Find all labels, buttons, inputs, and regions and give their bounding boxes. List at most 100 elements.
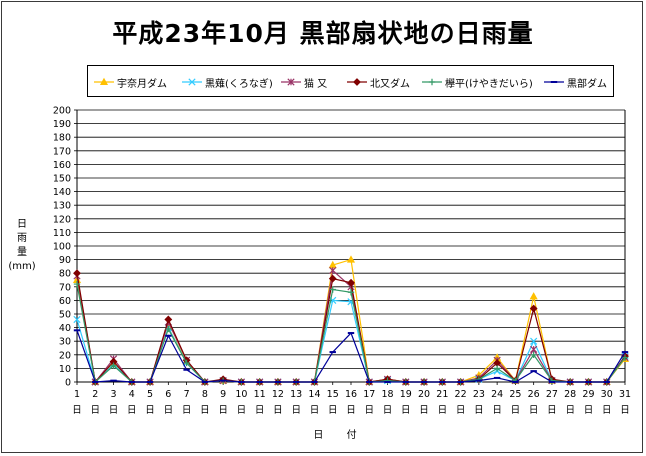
data-point <box>73 315 81 324</box>
marker-diamond <box>328 274 337 283</box>
x-tick-label: 7 <box>184 389 190 400</box>
x-tick-label: 20 <box>418 389 430 400</box>
y-tick-label: 70 <box>59 282 71 293</box>
x-tick-label: 21 <box>436 389 448 400</box>
data-point <box>529 292 538 300</box>
x-tick-label-suffix: 日 <box>310 405 320 416</box>
y-tick-label: 20 <box>59 350 71 361</box>
x-tick-label: 16 <box>345 389 357 400</box>
marker-diamond <box>529 304 538 313</box>
data-point <box>428 78 436 86</box>
y-axis-label-line: 日 <box>17 219 27 230</box>
marker-diamond <box>164 315 173 324</box>
marker-plus <box>183 359 190 367</box>
legend-swatch <box>544 81 564 83</box>
data-point <box>73 269 81 278</box>
marker-plus <box>329 286 336 293</box>
x-tick-label-suffix: 日 <box>474 405 484 416</box>
marker-x <box>188 78 196 86</box>
marker-plus <box>621 354 629 361</box>
marker-plus <box>428 78 436 86</box>
x-tick-label: 31 <box>619 389 631 400</box>
x-tick-label: 30 <box>601 389 613 400</box>
x-tick-label: 5 <box>147 389 153 400</box>
x-tick-label: 26 <box>528 389 540 400</box>
x-tick-label: 8 <box>202 389 208 400</box>
y-tick-label: 0 <box>65 378 71 389</box>
marker-plus <box>73 280 81 288</box>
legend-swatch <box>94 77 114 86</box>
x-tick-label-suffix: 日 <box>255 405 265 416</box>
x-tick-label: 24 <box>491 389 503 400</box>
y-axis-label-line: (mm) <box>8 261 36 272</box>
x-tick-label-suffix: 日 <box>419 405 429 416</box>
data-point <box>110 362 117 369</box>
x-tick-label-suffix: 日 <box>438 405 448 416</box>
x-tick-label-suffix: 日 <box>602 405 612 416</box>
data-point <box>530 345 538 353</box>
y-tick-label: 150 <box>53 174 71 185</box>
x-tick-label: 19 <box>400 389 412 400</box>
x-tick-label: 22 <box>455 389 467 400</box>
x-tick-label-suffix: 日 <box>529 405 539 416</box>
y-tick-label: 30 <box>59 337 71 348</box>
y-axis-label-line: 雨 <box>17 233 27 244</box>
data-point <box>493 365 501 372</box>
x-tick-label-suffix: 日 <box>182 405 192 416</box>
marker-plus <box>493 365 501 372</box>
x-tick-label: 6 <box>165 389 171 400</box>
x-tick-label: 27 <box>546 389 558 400</box>
legend-item: 宇奈月ダム <box>93 74 167 90</box>
x-tick-label: 11 <box>254 389 266 400</box>
marker-triangle <box>99 77 109 86</box>
marker-x <box>73 315 81 324</box>
legend-item: 欅平(けやきだいら) <box>421 74 533 90</box>
y-tick-label: 10 <box>59 364 71 375</box>
y-axis-label: 日 雨 量 (mm) <box>8 218 36 274</box>
legend-item: 北又ダム <box>346 74 410 90</box>
data-point <box>353 78 361 86</box>
data-point <box>328 274 337 283</box>
x-tick-label: 2 <box>92 389 98 400</box>
marker-plus <box>165 325 172 333</box>
marker-x <box>530 337 538 345</box>
data-point <box>347 278 355 287</box>
legend-label: 黒薙(くろなぎ) <box>205 78 273 90</box>
y-tick-label: 60 <box>59 296 71 307</box>
data-point <box>529 304 538 313</box>
data-point <box>530 337 538 345</box>
x-tick-label: 23 <box>473 389 485 400</box>
x-tick-label: 28 <box>564 389 576 400</box>
marker-diamond <box>73 269 81 278</box>
x-tick-label-suffix: 日 <box>109 405 119 416</box>
y-tick-label: 140 <box>53 187 71 198</box>
y-tick-label: 120 <box>53 214 71 225</box>
x-tick-label: 18 <box>381 389 393 400</box>
x-tick-label: 3 <box>111 389 117 400</box>
x-tick-label: 4 <box>129 389 135 400</box>
x-tick-label-suffix: 日 <box>511 405 521 416</box>
x-tick-label-suffix: 日 <box>91 405 101 416</box>
y-tick-label: 130 <box>53 201 71 212</box>
legend-label: 欅平(けやきだいら) <box>445 78 533 90</box>
y-tick-label: 80 <box>59 269 71 280</box>
data-point <box>347 289 355 296</box>
x-tick-label-suffix: 日 <box>584 405 594 416</box>
legend-label: 猫 又 <box>304 78 328 90</box>
marker-diamond <box>347 278 355 287</box>
x-tick-label-suffix: 日 <box>492 405 502 416</box>
x-tick-label: 12 <box>272 389 284 400</box>
marker-star <box>530 345 538 353</box>
marker-triangle <box>529 292 538 300</box>
data-point <box>621 354 629 361</box>
data-point <box>329 266 337 275</box>
marker-plus <box>110 362 117 369</box>
y-tick-label: 110 <box>53 228 71 239</box>
y-tick-label: 90 <box>59 255 71 266</box>
legend-label: 北又ダム <box>370 78 410 90</box>
y-tick-label: 40 <box>59 323 71 334</box>
data-point <box>346 255 356 263</box>
series-5 <box>73 329 629 383</box>
